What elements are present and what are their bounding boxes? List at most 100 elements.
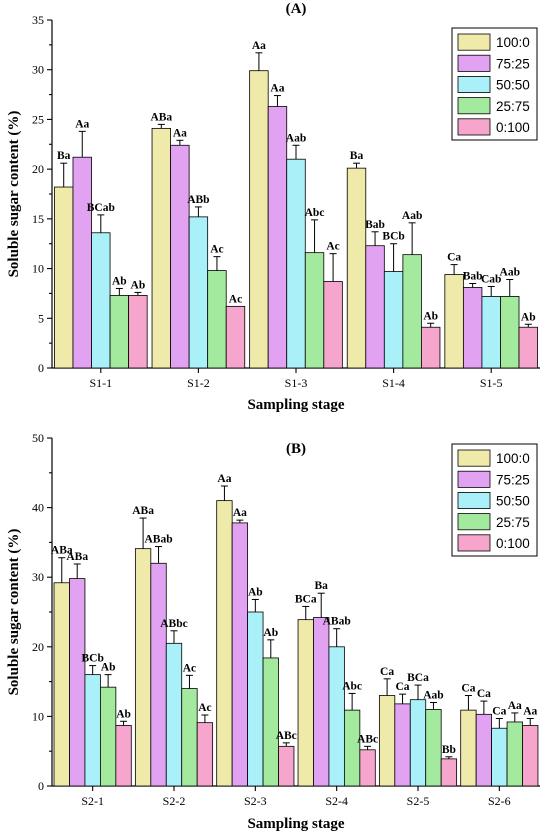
- bar: [170, 144, 190, 369]
- x-tick-label: S1-4: [382, 376, 405, 390]
- significance-label: Aa: [217, 473, 231, 485]
- bar: [409, 699, 427, 787]
- significance-label: ABab: [144, 534, 172, 546]
- significance-label: Aab: [423, 689, 443, 701]
- significance-label: ABbc: [160, 618, 187, 630]
- bar: [115, 725, 132, 787]
- y-tick-label: 40: [32, 501, 44, 515]
- bar: [134, 548, 152, 787]
- bar: [196, 722, 214, 787]
- panel-title: (A): [286, 1, 307, 17]
- significance-label: Ab: [131, 279, 146, 291]
- significance-label: ABa: [51, 545, 73, 557]
- significance-label: ABc: [357, 733, 378, 745]
- significance-label: Ca: [380, 666, 394, 678]
- significance-label: Ac: [210, 244, 223, 256]
- y-tick-label: 30: [32, 63, 44, 77]
- y-tick-label: 20: [32, 162, 44, 176]
- bar: [84, 674, 101, 787]
- legend-label: 75:25: [496, 56, 530, 71]
- y-tick-label: 25: [32, 112, 44, 126]
- x-axis-title: Sampling stage: [247, 397, 344, 413]
- significance-label: Aa: [252, 40, 266, 52]
- significance-label: Ab: [423, 310, 438, 322]
- significance-label: Cab: [481, 273, 501, 285]
- bar: [188, 216, 209, 369]
- x-tick-label: S1-1: [89, 376, 112, 390]
- bar: [53, 582, 70, 787]
- legend-swatch: [457, 470, 491, 488]
- significance-label: Ab: [263, 627, 278, 639]
- significance-label: Aa: [523, 705, 537, 717]
- y-tick-label: 35: [32, 13, 44, 27]
- significance-label: Ac: [183, 662, 196, 674]
- significance-label: ABb: [187, 194, 209, 206]
- bar: [151, 127, 171, 369]
- bar: [181, 688, 198, 787]
- significance-label: Bab: [365, 219, 385, 231]
- legend-swatch: [457, 76, 491, 94]
- significance-label: BCa: [295, 593, 317, 605]
- bar: [54, 186, 74, 369]
- y-tick-label: 0: [38, 361, 44, 375]
- bar: [323, 281, 343, 369]
- legend-swatch: [457, 118, 491, 136]
- significance-label: Aa: [233, 507, 247, 519]
- significance-label: Ca: [396, 681, 410, 693]
- bar: [165, 642, 183, 787]
- bar: [481, 296, 501, 369]
- bar: [297, 619, 314, 787]
- legend-label: 25:75: [496, 515, 530, 530]
- significance-label: BCab: [87, 202, 115, 214]
- legend-label: 75:25: [496, 472, 530, 487]
- significance-label: ABa: [66, 551, 88, 563]
- x-tick-label: S2-1: [81, 794, 104, 808]
- bar: [365, 245, 385, 369]
- significance-label: Ac: [229, 293, 242, 305]
- x-tick-label: S2-3: [244, 794, 267, 808]
- significance-label: Aa: [173, 127, 187, 139]
- significance-label: Ba: [350, 150, 364, 162]
- bar: [444, 274, 464, 369]
- y-tick-label: 0: [38, 779, 44, 793]
- legend-label: 0:100: [496, 120, 530, 135]
- bar: [207, 270, 227, 369]
- bar: [99, 686, 117, 787]
- legend-swatch: [457, 449, 491, 467]
- significance-label: BCb: [382, 231, 404, 243]
- bar: [491, 727, 508, 787]
- y-tick-label: 10: [32, 262, 44, 276]
- bar: [328, 646, 345, 787]
- bar: [394, 703, 411, 787]
- y-axis-title: Soluble sugar content (%): [6, 529, 22, 696]
- bar: [506, 721, 523, 787]
- significance-label: Ab: [521, 311, 536, 323]
- bar: [304, 252, 325, 369]
- bar: [278, 745, 295, 787]
- bar: [500, 296, 520, 369]
- bar: [313, 617, 330, 787]
- significance-label: Aa: [270, 83, 284, 95]
- legend-swatch: [457, 54, 491, 72]
- significance-label: Ba: [57, 150, 71, 162]
- legend-label: 100:0: [496, 35, 530, 50]
- y-axis-title: Soluble sugar content (%): [6, 111, 22, 278]
- bar: [383, 271, 404, 369]
- significance-label: Ab: [116, 708, 131, 720]
- x-tick-label: S2-2: [163, 794, 186, 808]
- significance-label: Abc: [342, 680, 362, 692]
- legend-label: 0:100: [496, 536, 530, 551]
- significance-label: Ca: [447, 252, 461, 264]
- bar: [249, 70, 269, 369]
- significance-label: Ca: [461, 683, 475, 695]
- significance-label: Ab: [248, 586, 263, 598]
- significance-label: BCa: [407, 672, 429, 684]
- bar: [440, 758, 458, 787]
- bar: [475, 713, 493, 787]
- bar: [262, 657, 279, 787]
- legend-label: 50:50: [496, 494, 530, 509]
- bar: [225, 305, 246, 369]
- bar: [128, 295, 148, 369]
- y-tick-label: 50: [32, 431, 44, 445]
- significance-label: Aa: [508, 700, 522, 712]
